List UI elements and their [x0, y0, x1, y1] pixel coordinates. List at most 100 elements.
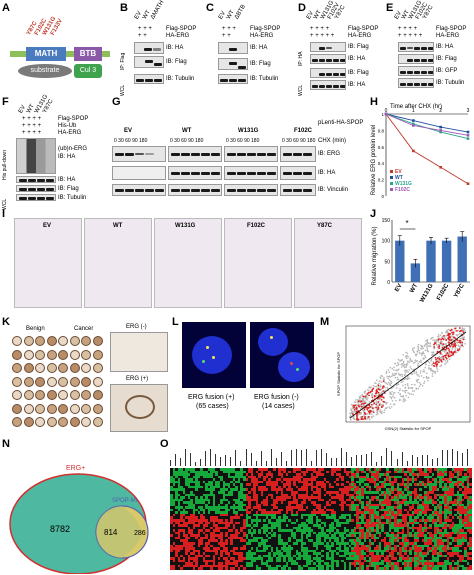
tma-core — [35, 403, 45, 414]
m-point — [376, 411, 378, 414]
j-y-tick-label: 0 — [387, 280, 390, 286]
m-point — [436, 370, 439, 372]
dendrogram-branch — [361, 455, 362, 466]
m-point — [362, 399, 365, 402]
m-point — [452, 342, 455, 344]
dendrogram-branch — [411, 455, 413, 466]
blot-strip — [224, 146, 278, 162]
h-y-tick-label: 0.2 — [378, 178, 385, 183]
m-point-highlight — [360, 403, 363, 405]
m-point — [417, 346, 420, 349]
m-point-highlight — [382, 380, 385, 383]
m-point — [409, 358, 412, 361]
btb-domain: BTB — [74, 47, 102, 61]
m-point — [367, 412, 369, 415]
dendrogram-branch — [346, 452, 347, 466]
m-point — [456, 347, 459, 350]
m-point-highlight — [363, 411, 366, 414]
m-point — [408, 361, 411, 364]
m-point — [393, 403, 396, 406]
m-point — [454, 348, 456, 350]
venn-spop-label: SPOP-Mt — [112, 498, 138, 504]
dendrogram-branch — [285, 461, 287, 466]
h-y-tick-label: 0 — [381, 194, 384, 199]
panel-g-chx-chase-blot: EV WT W131G F102C pLenti-HA-SPOP CHX (mi… — [112, 96, 368, 206]
micrograph-wt: WT — [84, 218, 152, 308]
m-point — [359, 413, 362, 415]
m-point-highlight — [441, 337, 444, 340]
row-label: Flag-SPOP — [166, 26, 197, 32]
blot-strip — [16, 176, 56, 183]
m-point — [405, 364, 408, 367]
tma-core — [92, 349, 103, 360]
m-point — [379, 408, 381, 411]
substrate-oval: substrate — [18, 64, 72, 78]
m-point — [448, 358, 451, 361]
dendrogram-branch — [255, 461, 257, 466]
m-point — [418, 360, 421, 363]
m-point — [385, 372, 388, 374]
m-point-highlight — [356, 415, 358, 418]
m-point — [386, 375, 389, 378]
m-point — [415, 371, 418, 373]
m-point — [411, 383, 413, 386]
tma-core — [69, 376, 80, 387]
m-point — [435, 366, 438, 369]
tma-core — [23, 403, 34, 414]
m-point — [443, 336, 446, 339]
tma-core — [81, 390, 91, 400]
h-legend-swatch — [390, 188, 393, 191]
plus-row: + + — [222, 33, 231, 39]
m-point-highlight — [434, 342, 437, 344]
pulldown-label: His pull-down — [2, 149, 8, 180]
m-point — [407, 392, 409, 394]
m-point — [400, 373, 402, 376]
tma-core — [23, 417, 34, 427]
dendrogram-branch — [386, 448, 387, 466]
erg-pos-label: ERG (+) — [126, 376, 149, 382]
blot-strip — [16, 194, 56, 201]
m-point — [388, 371, 391, 373]
tma-core — [69, 349, 80, 360]
h-legend-label: W131G — [395, 181, 412, 187]
m-point — [431, 364, 433, 366]
m-point — [389, 379, 391, 381]
m-point-highlight — [443, 334, 445, 337]
panel-label-e: E — [386, 2, 394, 14]
m-point-highlight — [382, 385, 385, 388]
m-point — [390, 405, 393, 408]
ib-label: IB: HA — [318, 170, 336, 176]
m-point — [372, 403, 375, 406]
m-point — [435, 340, 438, 343]
blot-strip — [168, 166, 222, 180]
m-point — [426, 339, 428, 341]
dendrogram-branch — [366, 454, 367, 466]
m-point — [403, 370, 406, 372]
m-point-highlight — [452, 345, 455, 348]
m-point — [378, 380, 381, 382]
m-point — [437, 343, 440, 346]
m-point — [413, 361, 416, 364]
m-point-highlight — [450, 354, 453, 357]
m-point-highlight — [377, 401, 380, 403]
m-point — [430, 358, 433, 360]
venn-overlap-count: 814 — [104, 528, 118, 537]
m-point — [417, 378, 420, 381]
cancer-label: Cancer — [74, 326, 94, 332]
m-point — [464, 330, 466, 332]
m-point — [384, 386, 386, 389]
m-point — [437, 341, 440, 343]
benign-label: Benign — [26, 326, 45, 332]
m-point — [391, 373, 394, 375]
blot-strip — [134, 56, 164, 68]
m-point — [383, 377, 385, 379]
m-point — [445, 362, 447, 364]
blot-strip — [16, 185, 56, 192]
ib-label: IB: GFP — [436, 68, 458, 74]
row-label: Flag-SPOP — [58, 116, 89, 122]
dendrogram-branch — [185, 449, 186, 466]
blot-strip — [280, 146, 316, 162]
j-bar — [457, 236, 467, 282]
m-point — [424, 343, 427, 346]
m-point — [371, 394, 374, 397]
